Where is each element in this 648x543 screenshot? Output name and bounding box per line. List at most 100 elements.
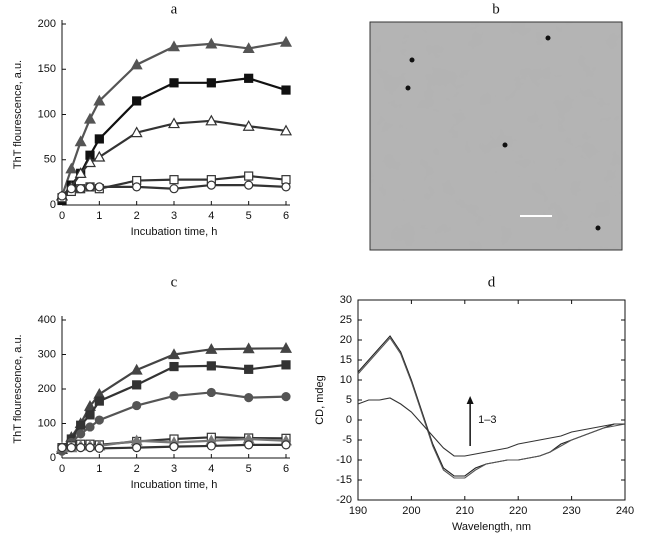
marker bbox=[130, 58, 143, 70]
marker bbox=[74, 135, 87, 147]
marker bbox=[206, 180, 216, 190]
marker bbox=[244, 364, 254, 374]
marker bbox=[85, 422, 95, 432]
x-tick-label: 4 bbox=[208, 463, 214, 475]
y-tick-label: 50 bbox=[44, 154, 56, 166]
marker bbox=[94, 415, 104, 425]
y-tick-label: 400 bbox=[38, 314, 56, 326]
x-tick-label: 2 bbox=[134, 210, 140, 222]
marker bbox=[279, 124, 293, 136]
y-axis-label: CD, mdeg bbox=[314, 375, 326, 425]
y-tick-label: 30 bbox=[340, 294, 352, 306]
marker bbox=[130, 363, 143, 375]
marker bbox=[205, 114, 218, 126]
x-tick-label: 1 bbox=[96, 210, 102, 222]
x-tick-label: 230 bbox=[562, 505, 580, 517]
micrograph-particle bbox=[409, 57, 415, 63]
marker bbox=[205, 343, 218, 354]
x-tick-label: 0 bbox=[59, 210, 65, 222]
series-line bbox=[357, 337, 626, 479]
marker bbox=[169, 391, 179, 401]
x-tick-label: 240 bbox=[616, 505, 634, 517]
y-tick-label: 150 bbox=[38, 63, 56, 75]
y-tick-label: -10 bbox=[336, 454, 352, 466]
marker bbox=[169, 175, 179, 185]
marker bbox=[244, 180, 254, 190]
marker bbox=[206, 387, 216, 398]
marker bbox=[281, 182, 291, 192]
y-tick-label: -5 bbox=[342, 434, 352, 446]
x-tick-label: 5 bbox=[246, 463, 252, 475]
marker bbox=[244, 393, 254, 403]
marker bbox=[74, 167, 87, 178]
series-line bbox=[357, 397, 625, 457]
marker bbox=[169, 184, 179, 194]
panel-label: d bbox=[488, 274, 496, 290]
x-axis-label: Wavelength, nm bbox=[452, 521, 531, 533]
marker bbox=[244, 171, 254, 181]
y-tick-label: 15 bbox=[340, 354, 352, 366]
marker bbox=[130, 126, 143, 138]
y-tick-label: 0 bbox=[346, 414, 352, 426]
panel-label: a bbox=[171, 1, 178, 17]
marker bbox=[93, 150, 106, 162]
series-line bbox=[61, 391, 287, 452]
marker bbox=[94, 134, 104, 144]
y-tick-label: 100 bbox=[38, 108, 56, 120]
marker bbox=[85, 443, 95, 453]
micrograph-particle bbox=[545, 35, 551, 41]
marker bbox=[93, 94, 106, 106]
panel-label: b bbox=[492, 1, 500, 17]
marker bbox=[94, 182, 104, 192]
marker bbox=[57, 191, 67, 201]
marker bbox=[281, 440, 291, 450]
marker bbox=[281, 360, 291, 370]
marker bbox=[66, 184, 76, 194]
series-line bbox=[357, 335, 625, 477]
marker bbox=[206, 361, 216, 371]
y-tick-label: 100 bbox=[38, 417, 56, 429]
series-line bbox=[62, 443, 286, 450]
micrograph bbox=[369, 21, 623, 251]
y-tick-label: 20 bbox=[340, 334, 352, 346]
marker bbox=[94, 443, 104, 453]
annotation: 1–3 bbox=[478, 414, 496, 426]
marker bbox=[83, 156, 97, 168]
series-line bbox=[60, 41, 287, 197]
marker bbox=[279, 35, 293, 47]
marker bbox=[94, 396, 104, 406]
series-line bbox=[61, 183, 287, 197]
marker bbox=[242, 120, 255, 131]
plot-frame bbox=[357, 299, 626, 501]
panel-label: c bbox=[171, 274, 178, 290]
marker bbox=[76, 420, 86, 430]
marker bbox=[83, 400, 97, 411]
marker bbox=[132, 443, 142, 453]
marker bbox=[205, 37, 218, 49]
y-tick-label: 10 bbox=[340, 374, 352, 386]
x-tick-label: 210 bbox=[456, 505, 474, 517]
x-tick-label: 220 bbox=[509, 505, 527, 517]
marker bbox=[57, 443, 67, 453]
x-tick-label: 1 bbox=[96, 463, 102, 475]
y-tick-label: -20 bbox=[336, 494, 352, 506]
y-tick-label: 5 bbox=[346, 394, 352, 406]
marker bbox=[281, 391, 291, 402]
x-tick-label: 6 bbox=[283, 210, 289, 222]
y-tick-label: 300 bbox=[38, 348, 56, 360]
series-line bbox=[61, 119, 287, 197]
x-tick-label: 200 bbox=[402, 505, 420, 517]
micrograph-border bbox=[369, 21, 623, 251]
x-axis-label: Incubation time, h bbox=[131, 226, 218, 238]
marker bbox=[76, 184, 86, 194]
x-tick-label: 190 bbox=[349, 505, 367, 517]
marker bbox=[132, 400, 142, 411]
marker bbox=[279, 342, 293, 353]
marker bbox=[76, 429, 86, 439]
x-axis-label: Incubation time, h bbox=[131, 479, 218, 491]
marker bbox=[167, 348, 181, 360]
micrograph-particle bbox=[502, 142, 508, 148]
marker bbox=[132, 182, 142, 192]
